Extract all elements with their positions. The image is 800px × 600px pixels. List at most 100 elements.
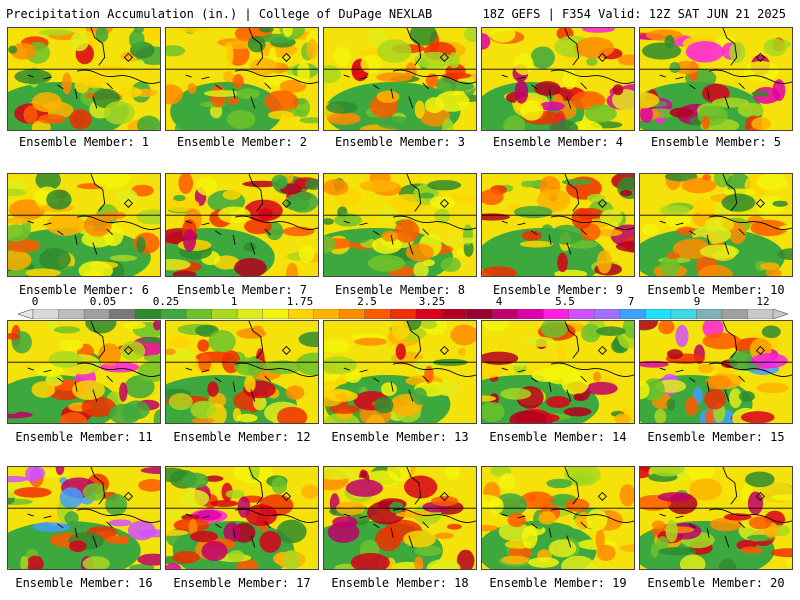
- ensemble-map-panel: [481, 173, 635, 277]
- colorbar-segment: [262, 309, 289, 319]
- ensemble-map-panel: [481, 320, 635, 424]
- ensemble-member-label: Ensemble Member: 8: [334, 283, 466, 297]
- colorbar-segment: [441, 309, 468, 319]
- ensemble-map-panel: [323, 173, 477, 277]
- colorbar-segment: [747, 309, 774, 319]
- precipitation-field-map: [640, 321, 792, 423]
- ensemble-member-label: Ensemble Member: 17: [173, 576, 311, 590]
- colorbar-tick-label: 3.25: [418, 295, 446, 308]
- colorbar-segment: [390, 309, 417, 319]
- precipitation-field-map: [640, 28, 792, 130]
- ensemble-member-label: Ensemble Member: 11: [15, 430, 153, 444]
- precipitation-field-map: [324, 28, 476, 130]
- ensemble-member-label: Ensemble Member: 19: [489, 576, 627, 590]
- colorbar-tick-label: 0.25: [152, 295, 180, 308]
- ensemble-map-panel: [639, 466, 793, 570]
- precipitation-field-map: [324, 321, 476, 423]
- ensemble-map-panel: [165, 27, 319, 131]
- precipitation-field-map: [640, 467, 792, 569]
- colorbar-tick-label: 4: [495, 295, 503, 308]
- colorbar-segment: [517, 309, 544, 319]
- precipitation-field-map: [8, 321, 160, 423]
- colorbar-tick-label: 7: [627, 295, 635, 308]
- precipitation-field-map: [166, 467, 318, 569]
- ensemble-member-label: Ensemble Member: 20: [647, 576, 785, 590]
- colorbar-segment: [696, 309, 723, 319]
- model-run-info: 18Z GEFS | F354 Valid: 12Z SAT JUN 21 20…: [482, 7, 786, 21]
- precipitation-field-map: [482, 321, 634, 423]
- precipitation-field-map: [8, 174, 160, 276]
- precipitation-field-map: [324, 467, 476, 569]
- colorbar-segment: [415, 309, 442, 319]
- ensemble-member-label: Ensemble Member: 14: [489, 430, 627, 444]
- colorbar-segment: [568, 309, 595, 319]
- colorbar-segment: [160, 309, 187, 319]
- ensemble-map-panel: [323, 466, 477, 570]
- ensemble-member-label: Ensemble Member: 5: [650, 135, 782, 149]
- colorbar-segment: [185, 309, 213, 319]
- ensemble-map-panel: [481, 27, 635, 131]
- ensemble-member-label: Ensemble Member: 18: [331, 576, 469, 590]
- precipitation-field-map: [166, 28, 318, 130]
- ensemble-member-label: Ensemble Member: 12: [173, 430, 311, 444]
- colorbar-segment: [287, 309, 315, 319]
- ensemble-member-label: Ensemble Member: 10: [647, 283, 785, 297]
- colorbar-segment: [594, 309, 621, 319]
- precipitation-field-map: [166, 174, 318, 276]
- ensemble-member-label: Ensemble Member: 4: [492, 135, 624, 149]
- colorbar-segment: [619, 309, 646, 319]
- ensemble-map-panel: [639, 27, 793, 131]
- colorbar-segment: [58, 309, 85, 319]
- ensemble-map-panel: [481, 466, 635, 570]
- ensemble-map-panel: [7, 320, 161, 424]
- precipitation-field-map: [482, 28, 634, 130]
- ensemble-map-panel: [323, 27, 477, 131]
- precipitation-field-map: [166, 321, 318, 423]
- colorbar-segment: [339, 309, 366, 319]
- colorbar-tick-label: 1.75: [286, 295, 314, 308]
- ensemble-member-label: Ensemble Member: 9: [492, 283, 624, 297]
- colorbar-segment: [83, 309, 111, 319]
- ensemble-map-panel: [639, 173, 793, 277]
- colorbar-segment: [32, 309, 60, 319]
- colorbar-segment: [211, 309, 238, 319]
- colorbar-segment: [645, 309, 672, 319]
- colorbar-tick-label: 0: [31, 295, 39, 308]
- colorbar-tick-label: 1: [230, 295, 238, 308]
- ensemble-map-panel: [639, 320, 793, 424]
- colorbar-segment: [466, 309, 493, 319]
- colorbar-tick-label: 2.5: [357, 295, 377, 308]
- colorbar-segment: [236, 309, 264, 319]
- colorbar-tick-label: 0.05: [89, 295, 117, 308]
- precipitation-field-map: [482, 174, 634, 276]
- ensemble-map-panel: [165, 466, 319, 570]
- colorbar-left-arrow: [18, 309, 34, 319]
- ensemble-member-label: Ensemble Member: 6: [18, 283, 150, 297]
- colorbar-segment: [492, 309, 519, 319]
- colorbar-segment: [364, 309, 391, 319]
- ensemble-member-label: Ensemble Member: 16: [15, 576, 153, 590]
- ensemble-member-label: Ensemble Member: 2: [176, 135, 308, 149]
- colorbar-segment: [134, 309, 162, 319]
- precipitation-field-map: [640, 174, 792, 276]
- ensemble-map-panel: [7, 27, 161, 131]
- colorbar-tick-label: 5.5: [555, 295, 575, 308]
- map-title: Precipitation Accumulation (in.) | Colle…: [6, 7, 433, 21]
- precipitation-field-map: [8, 28, 160, 130]
- colorbar-segment: [543, 309, 570, 319]
- colorbar-segment: [721, 309, 748, 319]
- precipitation-field-map: [324, 174, 476, 276]
- ensemble-map-panel: [323, 320, 477, 424]
- ensemble-map-panel: [7, 173, 161, 277]
- ensemble-member-label: Ensemble Member: 1: [18, 135, 150, 149]
- colorbar-tick-label: 12: [756, 295, 770, 308]
- ensemble-map-panel: [7, 466, 161, 570]
- colorbar-segment: [109, 309, 136, 319]
- colorbar-segment: [670, 309, 697, 319]
- precipitation-field-map: [8, 467, 160, 569]
- ensemble-map-panel: [165, 173, 319, 277]
- ensemble-map-panel: [165, 320, 319, 424]
- precipitation-field-map: [482, 467, 634, 569]
- colorbar-right-arrow: [772, 309, 788, 319]
- ensemble-member-label: Ensemble Member: 15: [647, 430, 785, 444]
